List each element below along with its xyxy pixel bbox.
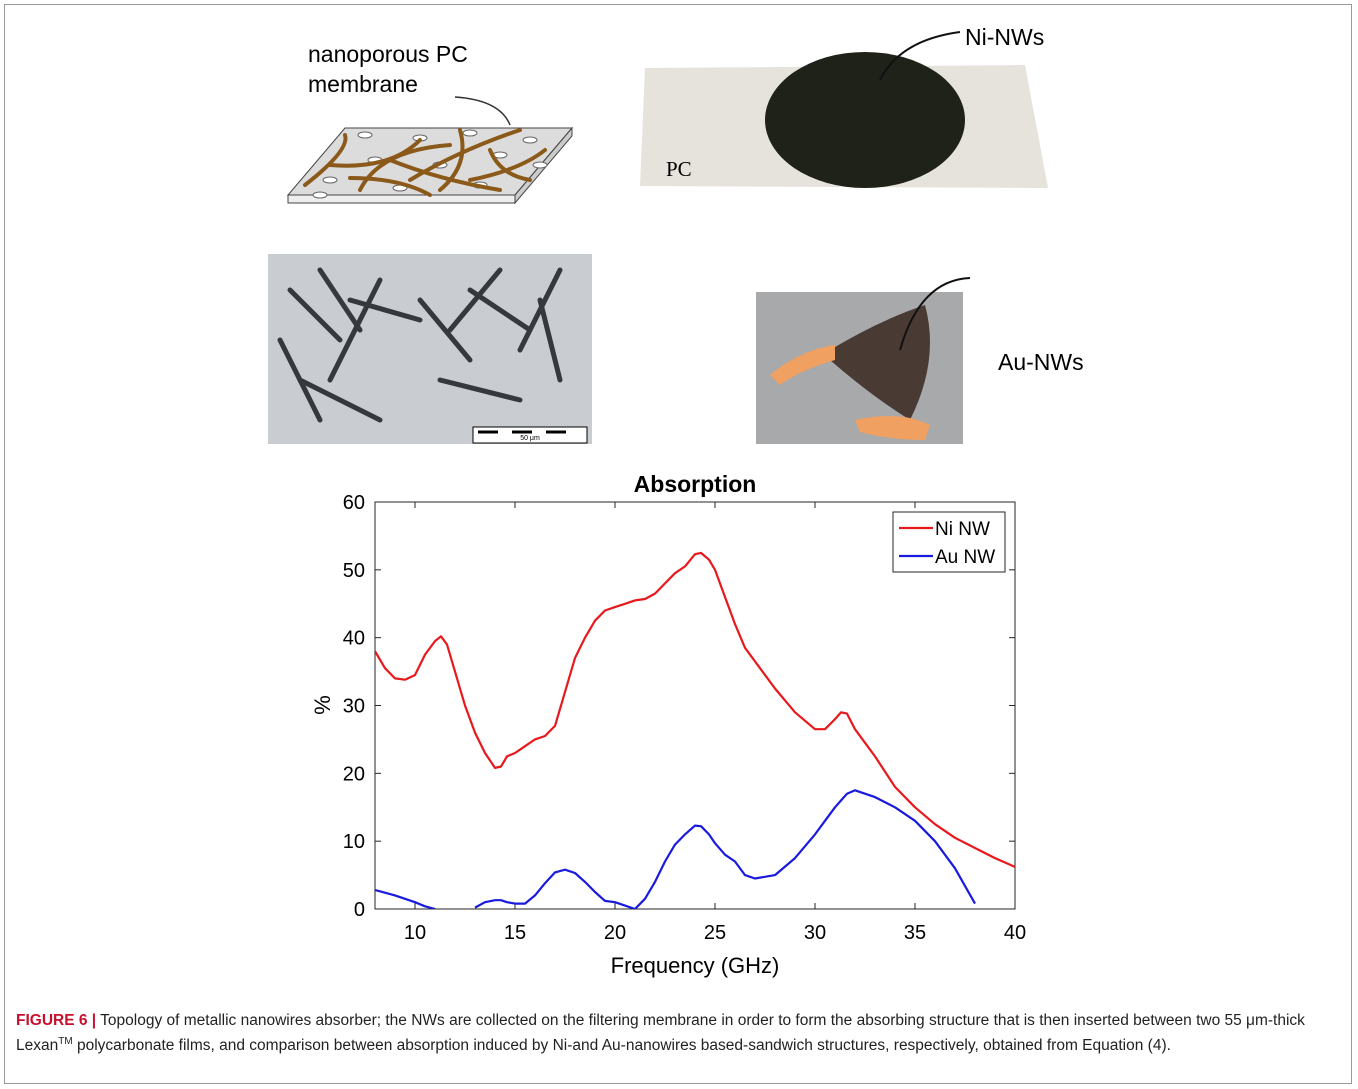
caption-text: polycarbonate films, and comparison betw…: [72, 1037, 1171, 1055]
membrane-diagram: nanoporous PC membrane: [286, 41, 574, 205]
ni-photo: Ni-NWs PC: [640, 24, 1048, 188]
caption-text: Topology of metallic nanowires absorber;…: [16, 1012, 1305, 1055]
caption-superscript: TM: [58, 1036, 73, 1047]
y-tick-label: 30: [343, 696, 365, 718]
x-axis-label: Frequency (GHz): [611, 953, 780, 978]
micrograph: 50 μm: [268, 254, 592, 444]
y-tick-label: 50: [343, 560, 365, 582]
x-tick-label: 10: [404, 922, 426, 944]
caption-label: FIGURE 6 |: [16, 1012, 97, 1029]
caption: FIGURE 6 | Topology of metallic nanowire…: [16, 1010, 1342, 1056]
scale-label: 50 μm: [520, 435, 540, 442]
legend-label: Au NW: [935, 547, 995, 568]
y-axis-label: %: [310, 695, 335, 715]
series-line: [375, 551, 1015, 868]
x-tick-label: 20: [604, 922, 626, 944]
x-tick-label: 25: [704, 922, 726, 944]
x-tick-label: 30: [804, 922, 826, 944]
chart-title: Absorption: [634, 471, 757, 497]
x-tick-label: 15: [504, 922, 526, 944]
figure: nanoporous PC membrane Ni-NWs PC: [268, 24, 1084, 978]
x-tick-label: 35: [904, 922, 926, 944]
legend-label: Ni NW: [935, 519, 990, 540]
y-tick-label: 0: [354, 899, 365, 921]
y-tick-label: 60: [343, 492, 365, 514]
y-tick-label: 10: [343, 831, 365, 853]
figure-frame: [4, 4, 1352, 1084]
y-tick-label: 40: [343, 628, 365, 650]
x-tick-label: 40: [1004, 922, 1026, 944]
chart: Absorption Frequency (GHz) % 0 10 20 30 40 50…: [310, 471, 1026, 978]
membrane-label: nanoporous PC: [308, 41, 468, 67]
au-label: Au-NWs: [998, 349, 1084, 375]
ni-label: Ni-NWs: [965, 24, 1044, 50]
series-line: [375, 789, 976, 909]
pc-label: PC: [666, 157, 692, 181]
legend-box: [892, 511, 1006, 573]
membrane-label: membrane: [308, 71, 418, 97]
y-tick-label: 20: [343, 763, 365, 785]
au-photo: Au-NWs: [756, 277, 1084, 444]
